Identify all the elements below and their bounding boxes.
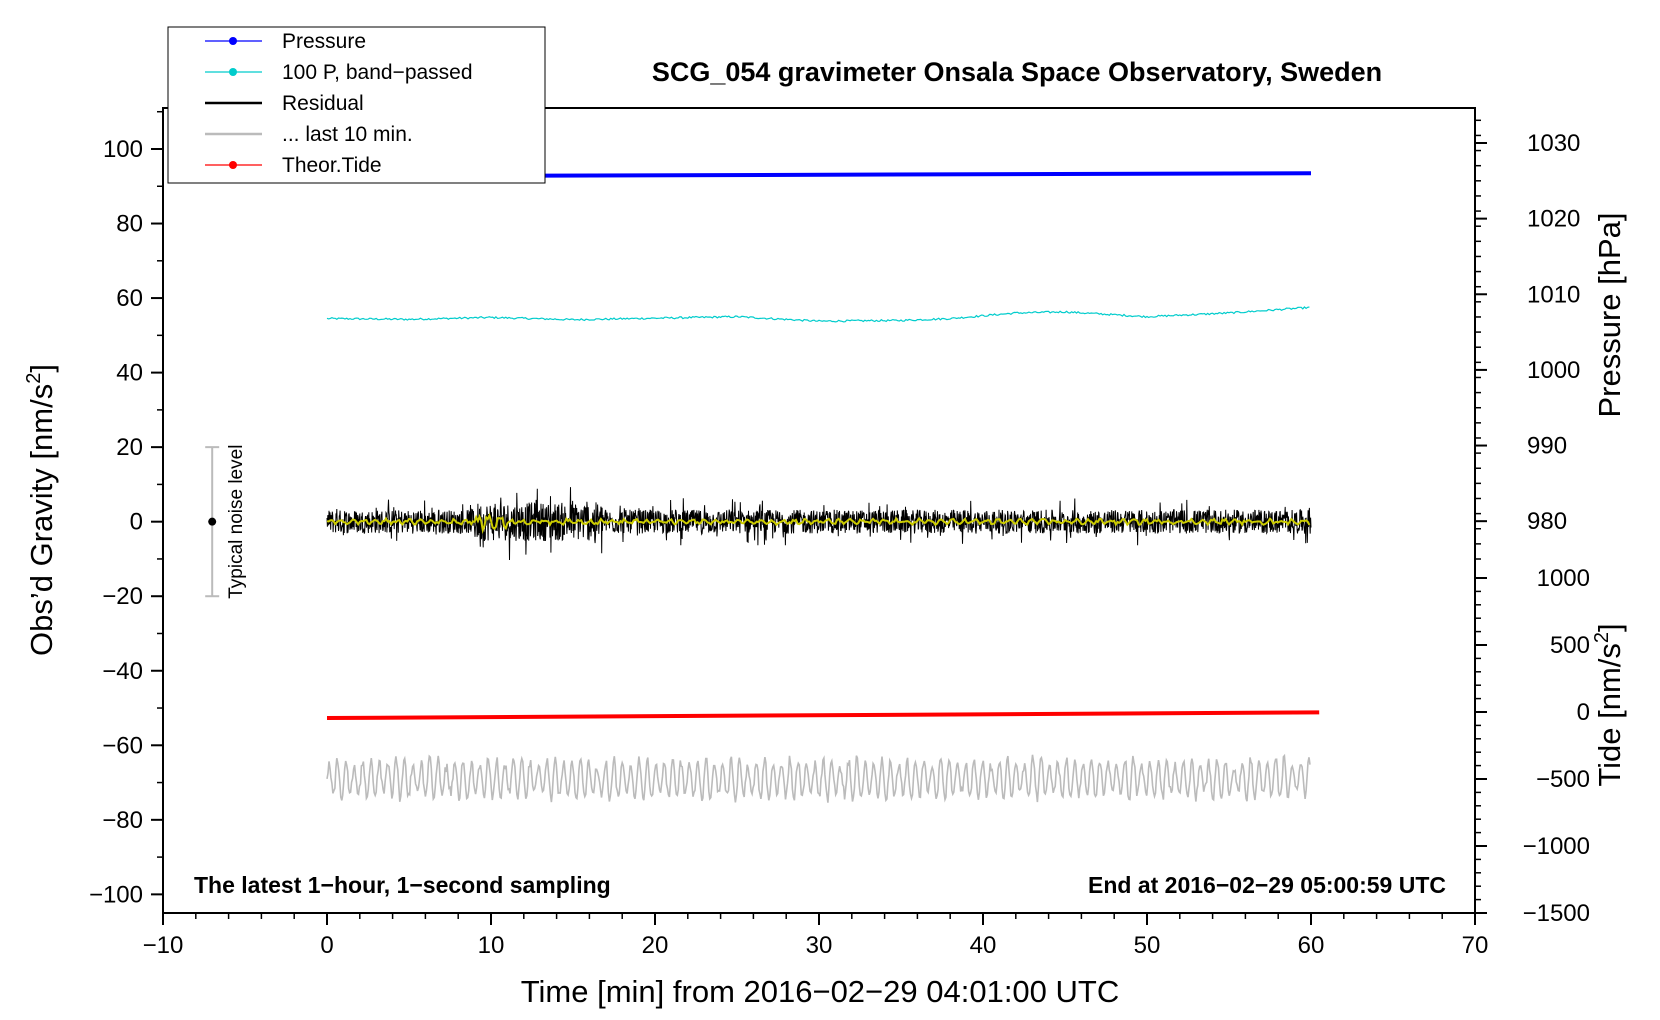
x-tick-label: 50 <box>1134 932 1161 959</box>
noise-level-marker: Typical noise level <box>205 445 247 599</box>
noise-bar-label: Typical noise level <box>226 445 247 599</box>
tide-axis: 1000 500 0 −500 −1000 −1500 <box>1475 565 1590 927</box>
y-tick-label: 80 <box>116 211 143 238</box>
x-tick-label: −10 <box>143 932 184 959</box>
pressure-tick-label: 1020 <box>1527 206 1580 233</box>
legend-label: Theor.Tide <box>282 154 382 177</box>
y-tick-label: 0 <box>130 509 143 536</box>
y-tick-label: 60 <box>116 285 143 312</box>
legend-label: ... last 10 min. <box>282 123 413 146</box>
x-tick-label: 30 <box>806 932 833 959</box>
y-tick-label: −60 <box>102 732 143 759</box>
x-tick-label: 70 <box>1462 932 1489 959</box>
x-tick-label: 0 <box>320 932 333 959</box>
tide-tick-label: −1500 <box>1523 900 1590 927</box>
y-tick-label: 40 <box>116 360 143 387</box>
tide-tick-label: −1000 <box>1523 833 1590 860</box>
left-axis: 100 80 60 40 20 0 −20 −40 −60 −80 −100 <box>89 110 163 908</box>
note-left: The latest 1−hour, 1−second sampling <box>194 872 611 898</box>
legend-box <box>167 26 546 184</box>
tide-tick-label: 500 <box>1550 632 1590 659</box>
tide-tick-label: −500 <box>1536 766 1590 793</box>
series-band-passed-pressure <box>326 306 1310 323</box>
note-right: End at 2016−02−29 05:00:59 UTC <box>1088 872 1446 898</box>
noise-bar-center-dot <box>208 517 217 526</box>
chart-title: SCG_054 gravimeter Onsala Space Observat… <box>652 57 1382 87</box>
pressure-tick-label: 990 <box>1527 433 1567 460</box>
y-tick-label: −80 <box>102 807 143 834</box>
y-tick-label: 100 <box>103 136 143 163</box>
pressure-axis: 1030 1020 1010 1000 990 980 <box>1475 119 1580 560</box>
series-theoretical-tide <box>326 710 1320 720</box>
legend-label: 100 P, band−passed <box>282 61 473 84</box>
series-group <box>326 171 1320 803</box>
y-tick-label: −40 <box>102 658 143 685</box>
x-tick-label: 10 <box>478 932 505 959</box>
pressure-tick-label: 1000 <box>1527 357 1580 384</box>
x-axis-title: Time [min] from 2016−02−29 04:01:00 UTC <box>521 974 1120 1009</box>
pressure-axis-title: Pressure [hPa] <box>1592 212 1627 417</box>
tide-tick-label: 0 <box>1577 699 1590 726</box>
y-tick-label: −20 <box>102 583 143 610</box>
pressure-tick-label: 1010 <box>1527 281 1580 308</box>
y-tick-label: −100 <box>89 881 143 908</box>
legend-marker <box>229 68 237 76</box>
tide-axis-title: Tide [nm/s2] <box>1591 623 1627 786</box>
x-tick-label: 20 <box>642 932 669 959</box>
legend-marker <box>229 37 237 45</box>
pressure-tick-label: 980 <box>1527 508 1567 535</box>
series-residual <box>326 487 1312 561</box>
x-tick-label: 60 <box>1298 932 1325 959</box>
legend: Pressure 100 P, band−passed Residual ... la… <box>167 26 546 184</box>
legend-label: Residual <box>282 92 364 115</box>
series-residual-smoothed <box>326 512 1311 535</box>
bottom-axis: −10 0 10 20 30 40 50 60 70 <box>143 913 1489 959</box>
pressure-tick-label: 1030 <box>1527 130 1580 157</box>
series-last-10-min <box>326 753 1311 803</box>
y-tick-label: 20 <box>116 434 143 461</box>
legend-label: Pressure <box>282 30 366 53</box>
legend-marker <box>229 161 237 169</box>
y-axis-title: Obs’d Gravity [nm/s2] <box>23 364 59 656</box>
tide-tick-label: 1000 <box>1537 565 1590 592</box>
x-tick-label: 40 <box>970 932 997 959</box>
